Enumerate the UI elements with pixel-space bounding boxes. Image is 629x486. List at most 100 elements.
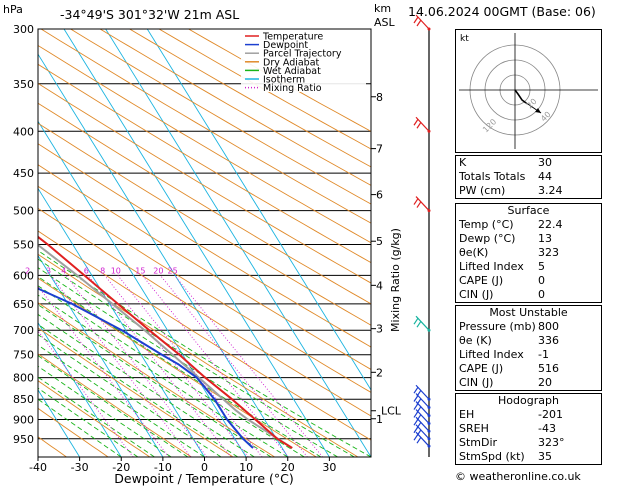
surface-row: Temp (°C) 22.4 bbox=[456, 218, 601, 232]
temp-tick-label: -20 bbox=[112, 461, 130, 474]
wind-barb-flag bbox=[416, 19, 422, 27]
dry-adiabat bbox=[38, 185, 371, 393]
most-unstable-title: Most Unstable bbox=[489, 306, 568, 319]
wind-barb-flag bbox=[413, 433, 419, 441]
mu-value: 336 bbox=[538, 334, 559, 347]
legend-entry: Wet Adiabat bbox=[263, 66, 321, 77]
km-tick-label: 7 bbox=[376, 143, 383, 156]
hodograph-panel: kt 20 40 120 bbox=[455, 29, 602, 153]
surface-row: Dewp (°C) 13 bbox=[456, 232, 601, 246]
most-unstable-box: Most Unstable Pressure (mb) 800 θe (K) 336… bbox=[455, 305, 602, 391]
legend-entry: Mixing Ratio bbox=[263, 83, 322, 94]
mu-value: 20 bbox=[538, 376, 552, 389]
mu-row: CAPE (J) 516 bbox=[456, 362, 601, 376]
hodograph-stats-box: Hodograph EH -201 SREH -43 StmDir 323° StmS… bbox=[455, 393, 602, 465]
wind-barb-flag bbox=[413, 386, 419, 394]
pressure-tick-label: 950 bbox=[13, 433, 34, 446]
wind-barb-flag bbox=[413, 411, 419, 418]
mixing-ratio-label: 15 bbox=[135, 266, 145, 275]
wind-barb-dot bbox=[427, 27, 431, 31]
mixing-ratio-label: 4 bbox=[61, 266, 66, 275]
mu-row: θe (K) 336 bbox=[456, 334, 601, 348]
pressure-tick-label: 700 bbox=[13, 324, 34, 337]
surface-label: CAPE (J) bbox=[459, 274, 504, 287]
hodograph-ring-label-40: 40 bbox=[539, 110, 553, 124]
surface-box: Surface Temp (°C) 22.4 Dewp (°C) 13 θe(K) 3… bbox=[455, 203, 602, 303]
hodograph-ring-label-120: 120 bbox=[481, 117, 498, 134]
dry-adiabat bbox=[38, 82, 371, 284]
legend-entry: Parcel Trajectory bbox=[263, 49, 342, 60]
surface-value: 0 bbox=[538, 288, 545, 301]
wind-barb-flag bbox=[413, 16, 419, 24]
mu-label: θe (K) bbox=[459, 334, 492, 347]
wind-barb-flag bbox=[416, 201, 422, 208]
wind-barb-flag bbox=[413, 395, 419, 402]
km-tick-label: 1 bbox=[376, 413, 383, 426]
temperature-line bbox=[38, 235, 293, 449]
surface-label: θe(K) bbox=[459, 246, 489, 259]
dry-adiabat bbox=[38, 380, 151, 457]
pressure-tick-label: 400 bbox=[13, 125, 34, 138]
hodo-row: EH -201 bbox=[456, 408, 601, 422]
index-label: K bbox=[459, 156, 467, 169]
pressure-tick-label: 800 bbox=[13, 372, 34, 385]
location-title: -34°49'S 301°32'W 21m ASL bbox=[60, 7, 239, 22]
isotherm bbox=[38, 389, 81, 457]
wind-barb-dot bbox=[427, 328, 431, 332]
dry-adiabat bbox=[38, 164, 371, 370]
mu-row: Pressure (mb) 800 bbox=[456, 320, 601, 334]
dry-adiabat bbox=[38, 122, 371, 326]
dry-adiabat bbox=[38, 353, 192, 457]
pressure-tick-label: 450 bbox=[13, 167, 34, 180]
dry-adiabat bbox=[129, 29, 371, 168]
mixing-ratio-label: 10 bbox=[111, 266, 121, 275]
legend-entry: Isotherm bbox=[263, 75, 305, 86]
axes: 1234681015202530035040045050055060065070… bbox=[13, 23, 402, 474]
dry-adiabat bbox=[188, 29, 371, 132]
legend-box bbox=[241, 31, 366, 92]
surface-label: Temp (°C) bbox=[459, 218, 514, 231]
dry-adiabat bbox=[38, 230, 371, 441]
wind-barb-flag bbox=[416, 121, 422, 129]
temp-tick-label: 30 bbox=[322, 461, 336, 474]
mu-row: Lifted Index -1 bbox=[456, 348, 601, 362]
pressure-tick-label: 900 bbox=[13, 414, 34, 427]
km-tick-label: 6 bbox=[376, 189, 383, 202]
index-label: Totals Totals bbox=[459, 170, 526, 183]
hodo-row: StmDir 323° bbox=[456, 436, 601, 450]
pressure-tick-label: 350 bbox=[13, 78, 34, 91]
isotherm bbox=[146, 29, 371, 391]
km-tick-label: 3 bbox=[376, 323, 383, 336]
pressure-tick-label: 500 bbox=[13, 205, 34, 218]
indices-box: K 30 Totals Totals 44 PW (cm) 3.24 bbox=[455, 155, 602, 199]
mixing-ratio-label: 3 bbox=[46, 266, 51, 275]
mixing-ratio-label: 20 bbox=[153, 266, 163, 275]
dry-adiabat bbox=[38, 407, 109, 457]
wind-barb-dot bbox=[427, 397, 431, 401]
surface-label: Lifted Index bbox=[459, 260, 524, 273]
km-tick-label: 5 bbox=[376, 235, 383, 248]
surface-label: Dewp (°C) bbox=[459, 232, 516, 245]
hodo-value: -201 bbox=[538, 408, 563, 421]
temp-tick-label: -10 bbox=[154, 461, 172, 474]
mu-label: CAPE (J) bbox=[459, 362, 504, 375]
wet-adiabat bbox=[38, 304, 272, 457]
hodo-value: -43 bbox=[538, 422, 556, 435]
hodo-label: EH bbox=[459, 408, 475, 421]
wet-adiabat bbox=[38, 258, 355, 457]
surface-row: CAPE (J) 0 bbox=[456, 274, 601, 288]
mu-value: -1 bbox=[538, 348, 549, 361]
index-row-k: K 30 bbox=[456, 156, 601, 170]
copyright-footer: © weatheronline.co.uk bbox=[455, 470, 581, 483]
storm-motion-arrowhead bbox=[535, 108, 541, 113]
wind-barb-flag bbox=[413, 403, 419, 410]
wind-barb-dot bbox=[427, 429, 431, 433]
km-tick-label: 8 bbox=[376, 91, 383, 104]
wind-barb-flag bbox=[413, 426, 419, 434]
wind-barb-dot bbox=[427, 129, 431, 133]
dry-adiabat bbox=[158, 29, 371, 150]
mu-label: CIN (J) bbox=[459, 376, 494, 389]
dry-adiabat bbox=[38, 302, 275, 457]
wind-barb-flag bbox=[416, 436, 422, 444]
dry-adiabat bbox=[38, 63, 371, 264]
